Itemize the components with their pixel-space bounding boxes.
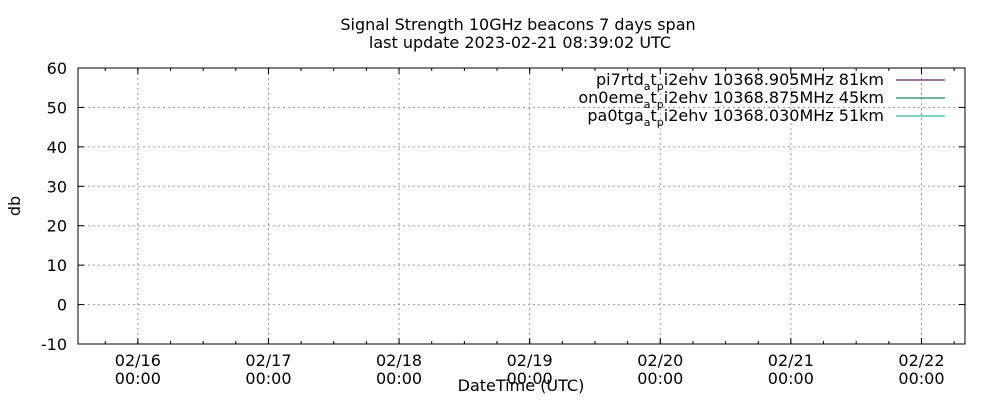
y-tick-label: 20 [47,217,67,236]
grid-lines [78,68,965,344]
x-tick-date-label: 02/16 [115,351,161,370]
x-tick-date-label: 02/20 [637,351,683,370]
chart-title: Signal Strength 10GHz beacons 7 days spa… [340,15,695,34]
y-axis-ticks: -10 0 10 20 30 40 50 60 [41,59,965,354]
y-tick-label: -10 [41,335,67,354]
x-tick-date-label: 02/18 [376,351,422,370]
x-tick-time-label: 00:00 [507,369,553,388]
y-tick-label: 50 [47,98,67,117]
y-tick-label: 10 [47,256,67,275]
x-tick-date-label: 02/22 [898,351,944,370]
legend: pi7rtdatpi2ehv 10368.905MHz 81kmon0emeat… [578,70,945,129]
legend-label: on0emeatpi2ehv 10368.875MHz 45km [578,88,884,111]
x-tick-time-label: 00:00 [898,369,944,388]
x-tick-date-label: 02/21 [768,351,814,370]
legend-label: pi7rtdatpi2ehv 10368.905MHz 81km [596,70,884,93]
chart-subtitle: last update 2023-02-21 08:39:02 UTC [369,33,671,52]
y-tick-label: 0 [57,296,67,315]
legend-label: pa0tgaatpi2ehv 10368.030MHz 51km [587,106,884,129]
x-tick-date-label: 02/19 [507,351,553,370]
plot-frame [77,67,966,345]
y-tick-label: 40 [47,138,67,157]
x-tick-time-label: 00:00 [245,369,291,388]
x-tick-time-label: 00:00 [115,369,161,388]
y-tick-label: 60 [47,59,67,78]
x-tick-time-label: 00:00 [768,369,814,388]
x-tick-time-label: 00:00 [376,369,422,388]
y-tick-label: 30 [47,177,67,196]
x-axis-label: DateTime (UTC) [458,376,585,395]
y-axis-label: db [5,196,24,216]
x-axis-ticks: 02/1600:0002/1700:0002/1800:0002/1900:00… [104,68,955,388]
x-tick-date-label: 02/17 [245,351,291,370]
x-tick-time-label: 00:00 [637,369,683,388]
